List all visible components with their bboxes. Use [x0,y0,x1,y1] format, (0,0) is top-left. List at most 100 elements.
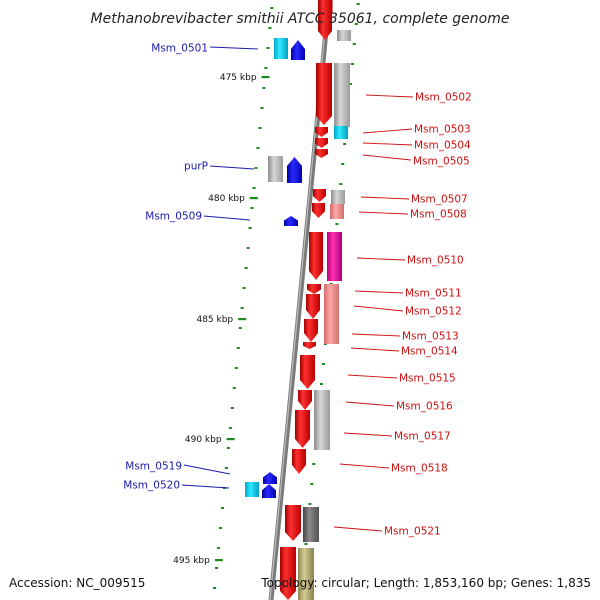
gene-label-msm-0509[interactable]: Msm_0509 [145,211,202,223]
gene-purp-box [268,156,283,182]
accession-text: Accession: NC_009515 [9,576,145,590]
minor-tick [244,267,248,269]
minor-tick [230,407,234,409]
leader-line [356,257,406,261]
minor-tick [232,387,236,389]
gene-msm-0517[interactable] [295,410,310,448]
gene-label-msm-0514[interactable]: Msm_0514 [401,346,458,358]
gene-msm-0508-box [330,204,344,219]
gene-msm-0516-box [314,390,330,450]
gene-msm-0521-box [303,507,319,542]
minor-tick [254,167,258,169]
gene-msm-0511-box [324,284,339,344]
gene-msm-0520[interactable] [262,484,276,498]
minor-tick [352,43,356,45]
gene-label-msm-0503[interactable]: Msm_0503 [414,124,471,136]
minor-tick [234,367,238,369]
major-tick [226,438,235,441]
gene-msm-0516[interactable] [298,390,312,410]
map-title: Methanobrevibacter smithii ATCC 35061, c… [91,11,510,27]
gene-msm-0521[interactable] [285,505,301,541]
gene-msm-0505[interactable] [315,149,328,158]
gene-msm-0510[interactable] [309,232,323,280]
gene-msm-0508[interactable] [312,203,325,218]
minor-tick [264,67,268,69]
minor-tick [246,247,250,249]
gene-msm-0520-box [245,482,259,497]
gene-msm-0509[interactable] [284,216,298,226]
minor-tick [308,503,312,505]
gene-label-msm-0512[interactable]: Msm_0512 [405,306,462,318]
minor-tick [356,3,360,5]
gene-msm-0503[interactable] [315,127,328,137]
major-tick [238,318,247,321]
gene-label-msm-0511[interactable]: Msm_0511 [405,288,462,300]
major-tick [214,559,223,562]
gene-label-msm-0505[interactable]: Msm_0505 [413,156,470,168]
minor-tick [250,207,254,209]
gene-msm-0502[interactable] [316,63,332,125]
gene-label-msm-0501[interactable]: Msm_0501 [151,43,208,55]
minor-tick [310,483,314,485]
gene-msm-0511[interactable] [307,284,321,294]
gene-msm-0518[interactable] [292,449,306,474]
gene-msm-0514[interactable] [303,342,316,349]
minor-tick [242,287,246,289]
gene-bottom-box [298,548,314,600]
gene-msm-0507[interactable] [313,189,326,202]
gene-label-msm-0515[interactable]: Msm_0515 [399,373,456,385]
minor-tick [341,163,345,165]
gene-msm-0507-box [331,190,345,204]
minor-tick [312,463,316,465]
leader-line [183,464,231,475]
minor-tick [268,27,272,29]
leader-line [362,142,413,146]
leader-line [203,215,251,221]
gene-purp[interactable] [287,157,302,183]
leader-line [345,401,395,407]
gene-msm-0501-box [274,38,288,59]
minor-tick [339,183,343,185]
gene-label-msm-0504[interactable]: Msm_0504 [414,140,471,152]
gene-label-msm-0507[interactable]: Msm_0507 [411,194,468,206]
minor-tick [220,507,224,509]
gene-label-msm-0508[interactable]: Msm_0508 [410,209,467,221]
gene-label-purp[interactable]: purP [184,161,208,173]
gene-bottom-red[interactable] [280,547,296,600]
gene-msm-0519[interactable] [263,472,277,484]
gene-label-msm-0521[interactable]: Msm_0521 [384,526,441,538]
topology-text: Topology: circular; Length: 1,853,160 bp… [260,576,591,590]
minor-tick [226,447,230,449]
gene-label-msm-0502[interactable]: Msm_0502 [415,92,472,104]
gene-msm-0513[interactable] [304,319,318,342]
tick-label: 485 kbp [196,315,233,325]
minor-tick [219,527,223,529]
gene-msm-0512[interactable] [306,294,320,319]
gene-arrow-top[interactable] [318,0,332,40]
leader-line [351,333,401,337]
gene-label-msm-0516[interactable]: Msm_0516 [396,401,453,413]
gene-msm-0510-box [327,232,342,281]
minor-tick [248,227,252,229]
minor-tick [213,587,217,589]
gene-label-msm-0520[interactable]: Msm_0520 [123,480,180,492]
gene-msm-0501[interactable] [291,40,305,60]
minor-tick [260,107,264,109]
leader-line [339,463,390,469]
minor-tick [240,307,244,309]
gene-msm-0502-box [334,63,350,127]
minor-tick [238,327,242,329]
gene-label-msm-0518[interactable]: Msm_0518 [391,463,448,475]
minor-tick [335,223,339,225]
gene-label-msm-0510[interactable]: Msm_0510 [407,255,464,267]
gene-msm-0515[interactable] [300,355,315,389]
gene-msm-0504[interactable] [315,138,328,148]
leader-line [354,290,404,294]
gene-label-msm-0519[interactable]: Msm_0519 [125,461,182,473]
leader-line [360,196,410,200]
minor-tick [262,87,266,89]
gene-label-msm-0517[interactable]: Msm_0517 [394,431,451,443]
gene-label-msm-0513[interactable]: Msm_0513 [402,331,459,343]
